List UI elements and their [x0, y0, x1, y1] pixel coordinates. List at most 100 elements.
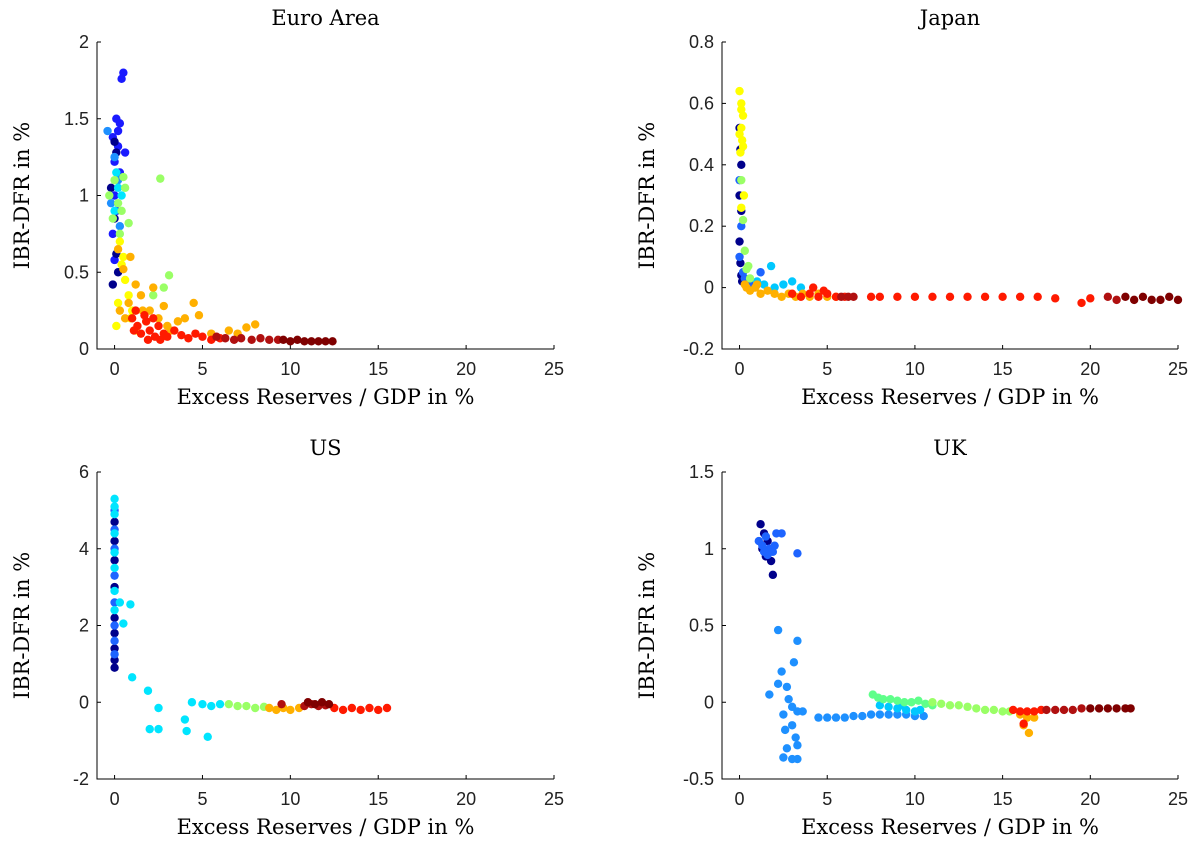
data-point [328, 337, 337, 346]
data-point [1008, 705, 1018, 715]
data-point [796, 292, 806, 302]
data-point [124, 298, 133, 308]
data-point [154, 724, 163, 734]
data-point [937, 699, 946, 708]
data-point [300, 337, 309, 346]
data-point [110, 494, 119, 504]
data-point [110, 605, 119, 615]
series-group [279, 335, 337, 346]
axes-frame [96, 472, 554, 780]
data-point [1042, 705, 1051, 715]
y-tick-label: 6 [79, 462, 89, 482]
data-point [1103, 292, 1113, 302]
data-point [126, 600, 135, 609]
data-point [180, 314, 190, 323]
data-point [120, 275, 130, 285]
data-point [113, 198, 123, 208]
y-tick-label: 0.5 [689, 616, 714, 636]
data-point [980, 292, 990, 302]
data-point [787, 277, 797, 286]
data-point [945, 292, 955, 302]
data-point [105, 191, 114, 200]
series-group [737, 175, 755, 283]
data-point [884, 702, 893, 712]
data-point [221, 334, 230, 343]
data-point [277, 699, 286, 709]
data-point [131, 306, 140, 315]
data-point [1138, 292, 1148, 302]
data-point [914, 696, 923, 705]
data-point [1015, 707, 1025, 716]
data-point [782, 744, 792, 753]
y-tick-label: 0.5 [64, 262, 89, 282]
data-point [770, 541, 779, 550]
data-point [120, 148, 130, 157]
data-point [314, 337, 323, 346]
data-point [886, 694, 895, 704]
data-point [779, 280, 788, 289]
data-point [770, 283, 779, 292]
data-point [164, 271, 174, 280]
data-point [112, 168, 121, 177]
data-point [893, 710, 902, 719]
data-point [117, 74, 126, 84]
data-point [866, 710, 876, 719]
data-point [1022, 713, 1032, 722]
data-point [740, 246, 749, 255]
series-group [735, 86, 749, 212]
data-point [1147, 295, 1156, 305]
chart-panel-4: UK 0 5 10 15 20 25 -0.5 0 0.5 1 1.5 Excess Reserves … [635, 436, 1188, 839]
data-point [110, 586, 119, 596]
data-point [910, 292, 920, 302]
data-point [756, 268, 765, 277]
data-point [156, 174, 165, 183]
data-point [145, 724, 154, 734]
series-group [110, 168, 126, 216]
data-point [761, 532, 771, 541]
data-point [998, 707, 1007, 716]
y-tick-label: 1.5 [689, 462, 714, 482]
data-point [140, 311, 149, 320]
data-point [124, 291, 133, 300]
y-tick-label: 4 [79, 539, 89, 559]
data-point [963, 292, 972, 302]
data-point [207, 701, 216, 711]
data-point [149, 314, 158, 323]
data-point [143, 686, 153, 695]
data-point [1086, 704, 1095, 713]
y-axis-label: IBR-DFR in % [10, 122, 34, 269]
data-point [265, 335, 274, 344]
data-point [163, 332, 172, 341]
data-point [1029, 707, 1039, 716]
data-point [374, 705, 383, 715]
series-group [330, 703, 392, 715]
data-point [120, 314, 130, 323]
data-point [740, 280, 749, 289]
data-point [110, 206, 119, 216]
data-point [798, 707, 807, 716]
data-point [112, 321, 121, 331]
series-group [110, 494, 225, 741]
series-group [837, 292, 1121, 305]
data-point [963, 702, 972, 712]
data-point [194, 311, 204, 320]
data-point [303, 698, 313, 707]
data-point [108, 214, 118, 223]
data-point [777, 292, 786, 302]
data-point [759, 280, 769, 289]
y-tick-label: 0 [704, 278, 714, 298]
series-group [875, 701, 925, 716]
chart-panel-2: Japan 0 5 10 15 20 25 -0.2 0 0.2 0.4 0.6 0.8 Excess R… [635, 6, 1188, 409]
data-point [127, 314, 137, 323]
data-point [293, 335, 302, 344]
data-point [110, 152, 119, 162]
data-point [242, 701, 251, 711]
data-point [1051, 294, 1060, 303]
data-point [119, 172, 128, 182]
data-point [159, 301, 168, 311]
data-point [108, 280, 118, 289]
y-tick-label: 1 [79, 186, 89, 206]
data-point [907, 698, 916, 707]
data-point [1068, 705, 1077, 715]
x-tick-label: 25 [544, 789, 564, 809]
